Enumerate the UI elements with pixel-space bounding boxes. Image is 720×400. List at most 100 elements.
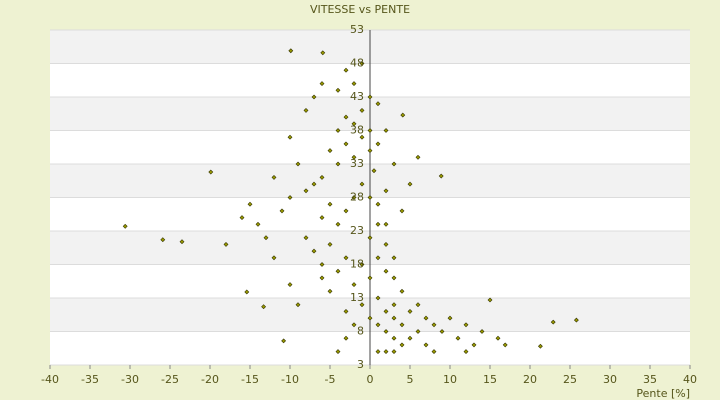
point xyxy=(383,349,389,355)
point xyxy=(359,181,365,187)
point xyxy=(359,262,365,267)
y-tick-label: 18 xyxy=(350,258,364,271)
x-tick-label: 35 xyxy=(643,373,657,386)
point xyxy=(335,221,341,227)
point xyxy=(311,248,317,254)
point xyxy=(383,268,389,274)
point xyxy=(319,275,325,281)
point xyxy=(391,255,397,261)
point xyxy=(281,338,287,344)
point xyxy=(415,154,421,160)
y-tick-label: 43 xyxy=(350,90,364,103)
point xyxy=(371,168,377,174)
point xyxy=(179,239,185,245)
point xyxy=(375,141,381,147)
point xyxy=(271,174,277,180)
point xyxy=(351,322,357,328)
point xyxy=(367,275,373,281)
point xyxy=(343,67,349,73)
point xyxy=(327,288,333,294)
x-tick-label: 25 xyxy=(563,373,577,386)
point xyxy=(455,335,461,341)
x-tick-label: 40 xyxy=(683,373,697,386)
point xyxy=(319,215,325,221)
point xyxy=(383,128,389,133)
point xyxy=(423,342,429,348)
point xyxy=(303,235,309,241)
point xyxy=(160,237,166,243)
point xyxy=(351,154,357,160)
point xyxy=(399,288,405,294)
point xyxy=(375,201,381,207)
x-tick-label: -40 xyxy=(41,373,59,386)
point xyxy=(343,141,349,147)
point xyxy=(327,241,333,247)
point xyxy=(244,289,250,295)
x-axis-label: Pente [%] xyxy=(636,387,690,400)
point xyxy=(447,315,453,321)
point xyxy=(383,221,389,227)
point xyxy=(391,315,397,321)
x-tick-label: -30 xyxy=(121,373,139,386)
point xyxy=(239,215,245,221)
x-tick-label: -20 xyxy=(201,373,219,386)
x-tick-label: 30 xyxy=(603,373,617,386)
point xyxy=(487,297,493,303)
x-tick-label: 15 xyxy=(483,373,497,386)
point xyxy=(399,208,405,214)
point xyxy=(343,255,349,261)
point xyxy=(261,304,267,310)
point xyxy=(351,81,357,87)
point xyxy=(383,329,389,334)
y-tick-label: 48 xyxy=(350,57,364,70)
x-tick-label: -10 xyxy=(281,373,299,386)
point xyxy=(311,181,317,187)
y-tick-label: 23 xyxy=(350,224,364,237)
x-tick-label: 5 xyxy=(407,373,414,386)
point xyxy=(375,322,381,328)
point xyxy=(247,201,253,207)
chart-title: VITESSE vs PENTE xyxy=(310,3,410,16)
point xyxy=(343,335,349,341)
y-tick-label: 13 xyxy=(350,291,364,304)
y-tick-label: 38 xyxy=(350,124,364,137)
point xyxy=(288,48,294,54)
point xyxy=(335,161,341,167)
point xyxy=(359,134,365,140)
point xyxy=(359,107,365,113)
point xyxy=(502,342,508,348)
point xyxy=(375,295,381,301)
point xyxy=(415,302,421,308)
point xyxy=(391,275,397,281)
point xyxy=(463,349,469,355)
x-tick-label: 0 xyxy=(367,373,374,386)
point xyxy=(391,302,397,308)
point xyxy=(495,335,501,341)
point xyxy=(439,329,445,334)
point xyxy=(311,94,317,100)
point xyxy=(407,181,413,187)
point xyxy=(343,114,349,120)
point xyxy=(320,50,326,56)
point xyxy=(423,315,429,321)
point xyxy=(463,322,469,328)
x-tick-label: 20 xyxy=(523,373,537,386)
point xyxy=(391,349,397,355)
point xyxy=(479,329,485,334)
point xyxy=(295,302,301,308)
point xyxy=(271,255,277,261)
point xyxy=(367,128,373,133)
point xyxy=(319,262,325,267)
point xyxy=(223,241,229,247)
point xyxy=(471,342,477,348)
y-tick-label: 33 xyxy=(350,157,364,170)
x-tick-label: -15 xyxy=(241,373,259,386)
point xyxy=(327,148,333,154)
point xyxy=(407,308,413,314)
point xyxy=(383,308,389,314)
point xyxy=(287,134,293,140)
point xyxy=(343,308,349,314)
point xyxy=(550,319,556,325)
point xyxy=(399,342,405,348)
